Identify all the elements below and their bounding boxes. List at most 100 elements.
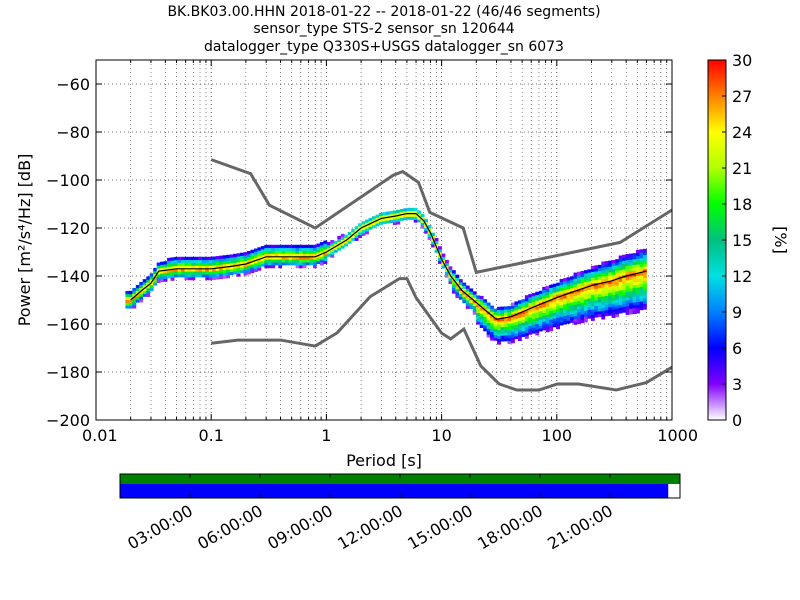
heatmap-cell [608, 269, 613, 273]
heatmap-cell [191, 262, 196, 266]
heatmap-cell [559, 313, 564, 317]
heatmap-cell [281, 262, 286, 266]
heatmap-cell [597, 293, 602, 297]
heatmap-cell [500, 338, 505, 342]
heatmap-cell [149, 284, 154, 289]
heatmap-cell [618, 258, 623, 262]
heatmap-cell [639, 283, 644, 288]
heatmap-cell [622, 289, 626, 293]
heatmap-cell [309, 256, 314, 260]
heatmap-cell [465, 302, 470, 307]
heatmap-cell [312, 256, 317, 260]
heatmap-cell [229, 263, 234, 267]
heatmap-cell [431, 244, 435, 248]
heatmap-cell [306, 250, 310, 254]
heatmap-cell [417, 216, 422, 220]
heatmap-cell [462, 299, 467, 304]
heatmap-cell [142, 290, 147, 294]
heatmap-cell [226, 254, 231, 259]
plot-area [96, 60, 672, 420]
heatmap-cell [510, 308, 515, 312]
heatmap-cell [542, 321, 547, 325]
heatmap-cell [326, 253, 331, 257]
heatmap-cell [594, 271, 599, 275]
heatmap-cell [260, 254, 265, 258]
heatmap-cell [236, 261, 241, 266]
heatmap-cell [490, 334, 494, 338]
heatmap-cell [549, 296, 554, 300]
heatmap-cell [642, 289, 647, 293]
heatmap-cell [180, 274, 185, 278]
heatmap-cell [243, 260, 248, 265]
heatmap-cell [385, 220, 390, 224]
heatmap-cell [590, 300, 595, 304]
heatmap-cell [132, 287, 137, 292]
heatmap-cell [486, 308, 491, 312]
heatmap-cell [472, 305, 477, 309]
heatmap-cell [361, 232, 366, 236]
heatmap-cell [187, 259, 192, 263]
heatmap-cell [559, 310, 564, 314]
heatmap-cell [615, 273, 620, 277]
heatmap-cell [455, 294, 460, 299]
heatmap-cell [424, 218, 428, 223]
heatmap-cell [625, 279, 630, 284]
heatmap-cell [531, 313, 536, 317]
heatmap-cell [497, 309, 501, 313]
heatmap-cell [399, 208, 404, 213]
heatmap-cell [559, 304, 564, 309]
heatmap-cell [611, 285, 616, 290]
heatmap-cell [618, 292, 623, 297]
heatmap-cell [160, 267, 165, 271]
heatmap-cell [594, 279, 599, 283]
heatmap-cell [580, 270, 585, 275]
heatmap-cell [632, 273, 637, 277]
heatmap-cell [260, 248, 265, 253]
heatmap-cell [563, 289, 567, 293]
heatmap-cell [545, 308, 550, 313]
heatmap-cell [226, 266, 231, 270]
heatmap-cell [549, 325, 554, 329]
heatmap-cell [167, 257, 171, 262]
heatmap-cell [583, 304, 588, 308]
heatmap-cell [174, 268, 178, 272]
heatmap-cell [250, 255, 255, 259]
heatmap-cell [587, 295, 592, 299]
heatmap-cell [538, 305, 543, 309]
chart-title: BK.BK03.00.HHN 2018-01-22 -- 2018-01-22 … [167, 4, 600, 55]
heatmap-cell [215, 256, 220, 260]
heatmap-cell [618, 295, 623, 300]
heatmap-cell [563, 315, 567, 319]
heatmap-cell [312, 262, 317, 266]
heatmap-cell [556, 299, 560, 304]
heatmap-cell [392, 210, 397, 214]
heatmap-cell [611, 294, 616, 298]
heatmap-cell [538, 313, 543, 318]
heatmap-cell [608, 309, 613, 313]
heatmap-cell [615, 302, 620, 306]
heatmap-cell [295, 256, 300, 260]
heatmap-cell [497, 324, 501, 328]
heatmap-cell [542, 298, 547, 302]
heatmap-cell [611, 291, 616, 295]
heatmap-cell [632, 270, 637, 274]
heatmap-cell [580, 273, 585, 278]
heatmap-cell [504, 329, 508, 333]
heatmap-cell [444, 271, 449, 275]
heatmap-cell [316, 252, 321, 256]
heatmap-cell [611, 280, 616, 284]
heatmap-cell [142, 279, 147, 283]
heatmap-cell [184, 268, 189, 272]
heatmap-cell [323, 243, 328, 247]
heatmap-cell [535, 314, 540, 319]
heatmap-cell [267, 247, 272, 251]
heatmap-cell [510, 331, 515, 335]
heatmap-cell [576, 314, 581, 319]
heatmap-cell [215, 270, 220, 274]
heatmap-cell [639, 306, 644, 311]
heatmap-cell [552, 298, 557, 302]
heatmap-cell [601, 284, 606, 288]
heatmap-cell [507, 309, 512, 313]
heatmap-cell [639, 292, 644, 296]
heatmap-cell [622, 271, 626, 276]
